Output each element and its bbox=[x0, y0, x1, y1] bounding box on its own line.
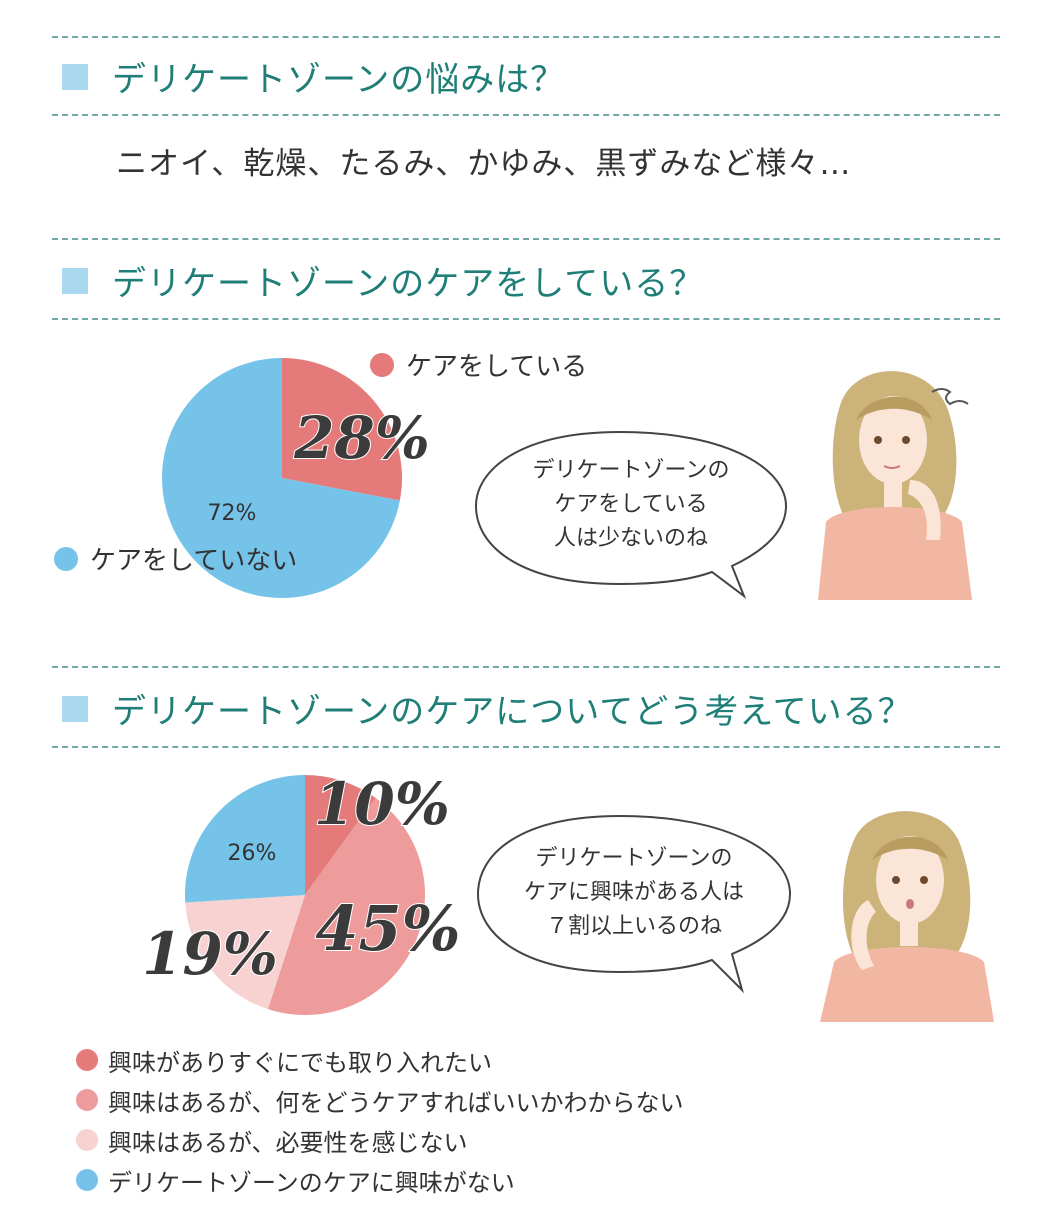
section-title-text: デリケートゾーンのケアをしている？ bbox=[112, 264, 705, 304]
bubble-line: ７割以上いるのね bbox=[545, 914, 722, 939]
speech-bubble-text: デリケートゾーンの ケアに興味がある人は ７割以上いるのね bbox=[478, 842, 790, 944]
legend-item: 興味がありすぐにでも取り入れたい bbox=[76, 1040, 684, 1080]
speech-bubble-text: デリケートゾーンの ケアをしている 人は少ないのね bbox=[476, 454, 786, 556]
legend-label: 興味がありすぐにでも取り入れたい bbox=[108, 1048, 492, 1077]
bubble-line: デリケートゾーンの bbox=[535, 846, 733, 871]
bubble-line: ケアに興味がある人は bbox=[523, 880, 744, 905]
pie-chart-care: 28% 72% bbox=[162, 358, 431, 598]
pie-slice bbox=[282, 358, 402, 501]
legend-dot-icon bbox=[76, 1129, 98, 1151]
legend-label: 興味はあるが、何をどうケアすればいいかわからない bbox=[108, 1088, 684, 1117]
legend-label: デリケートゾーンのケアに興味がない bbox=[108, 1168, 515, 1197]
section-title-thoughts: デリケートゾーンのケアについてどう考えている？ bbox=[62, 684, 913, 733]
legend-dot-icon bbox=[76, 1169, 98, 1191]
divider bbox=[52, 36, 1000, 38]
divider bbox=[52, 746, 1000, 748]
pie-value-label: 10% bbox=[314, 770, 450, 838]
pie-value-label: 45% bbox=[315, 892, 460, 965]
bubble-line: デリケートゾーンの bbox=[532, 458, 730, 483]
legend-item: 興味はあるが、必要性を感じない bbox=[76, 1120, 684, 1160]
legend-item: 興味はあるが、何をどうケアすればいいかわからない bbox=[76, 1080, 684, 1120]
woman-thinking-illustration bbox=[818, 371, 972, 600]
legend-dot-icon bbox=[370, 352, 394, 377]
square-bullet-icon bbox=[62, 63, 88, 90]
legend-dot-icon bbox=[54, 546, 78, 571]
pie-value-label: 19% bbox=[142, 920, 278, 988]
pie-slice bbox=[185, 895, 305, 1010]
bubble-line: 人は少ないのね bbox=[553, 526, 708, 551]
pie-slice bbox=[162, 358, 400, 598]
legend-care-yes: ケアをしている bbox=[370, 346, 587, 383]
legend-thoughts: 興味がありすぐにでも取り入れたい 興味はあるが、何をどうケアすればいいかわからな… bbox=[76, 1040, 684, 1200]
pie-value-label: 26% bbox=[228, 841, 277, 866]
square-bullet-icon bbox=[62, 267, 88, 294]
pie-slice bbox=[184, 775, 305, 903]
concerns-subtitle: ニオイ、乾燥、たるみ、かゆみ、黒ずみなど様々… bbox=[116, 146, 852, 182]
pie-slice bbox=[267, 797, 426, 1016]
section-title-concerns: デリケートゾーンの悩みは？ bbox=[62, 52, 565, 101]
pie-value-label: 72% bbox=[208, 501, 257, 526]
legend-label: ケアをしている bbox=[406, 352, 588, 382]
section-title-text: デリケートゾーンの悩みは？ bbox=[112, 60, 566, 100]
square-bullet-icon bbox=[62, 695, 88, 722]
speech-bubble-icon bbox=[476, 814, 792, 994]
pie-value-label: 28% bbox=[293, 404, 430, 472]
divider bbox=[52, 666, 1000, 668]
legend-item: デリケートゾーンのケアに興味がない bbox=[76, 1160, 684, 1200]
divider bbox=[52, 318, 1000, 320]
legend-dot-icon bbox=[76, 1049, 98, 1071]
legend-label: ケアをしていない bbox=[90, 546, 298, 576]
speech-bubble-icon bbox=[474, 430, 788, 599]
divider bbox=[52, 238, 1000, 240]
section-title-care: デリケートゾーンのケアをしている？ bbox=[62, 256, 704, 305]
pie-slice bbox=[305, 775, 376, 895]
section-title-text: デリケートゾーンのケアについてどう考えている？ bbox=[112, 692, 913, 732]
legend-care-no: ケアをしていない bbox=[54, 540, 297, 577]
legend-label: 興味はあるが、必要性を感じない bbox=[108, 1128, 468, 1157]
legend-dot-icon bbox=[76, 1089, 98, 1111]
woman-surprised-illustration bbox=[820, 811, 994, 1022]
bubble-line: ケアをしている bbox=[554, 492, 708, 517]
divider bbox=[52, 114, 1000, 116]
pie-chart-thoughts: 10% 45% 19% 26% bbox=[141, 769, 462, 1016]
